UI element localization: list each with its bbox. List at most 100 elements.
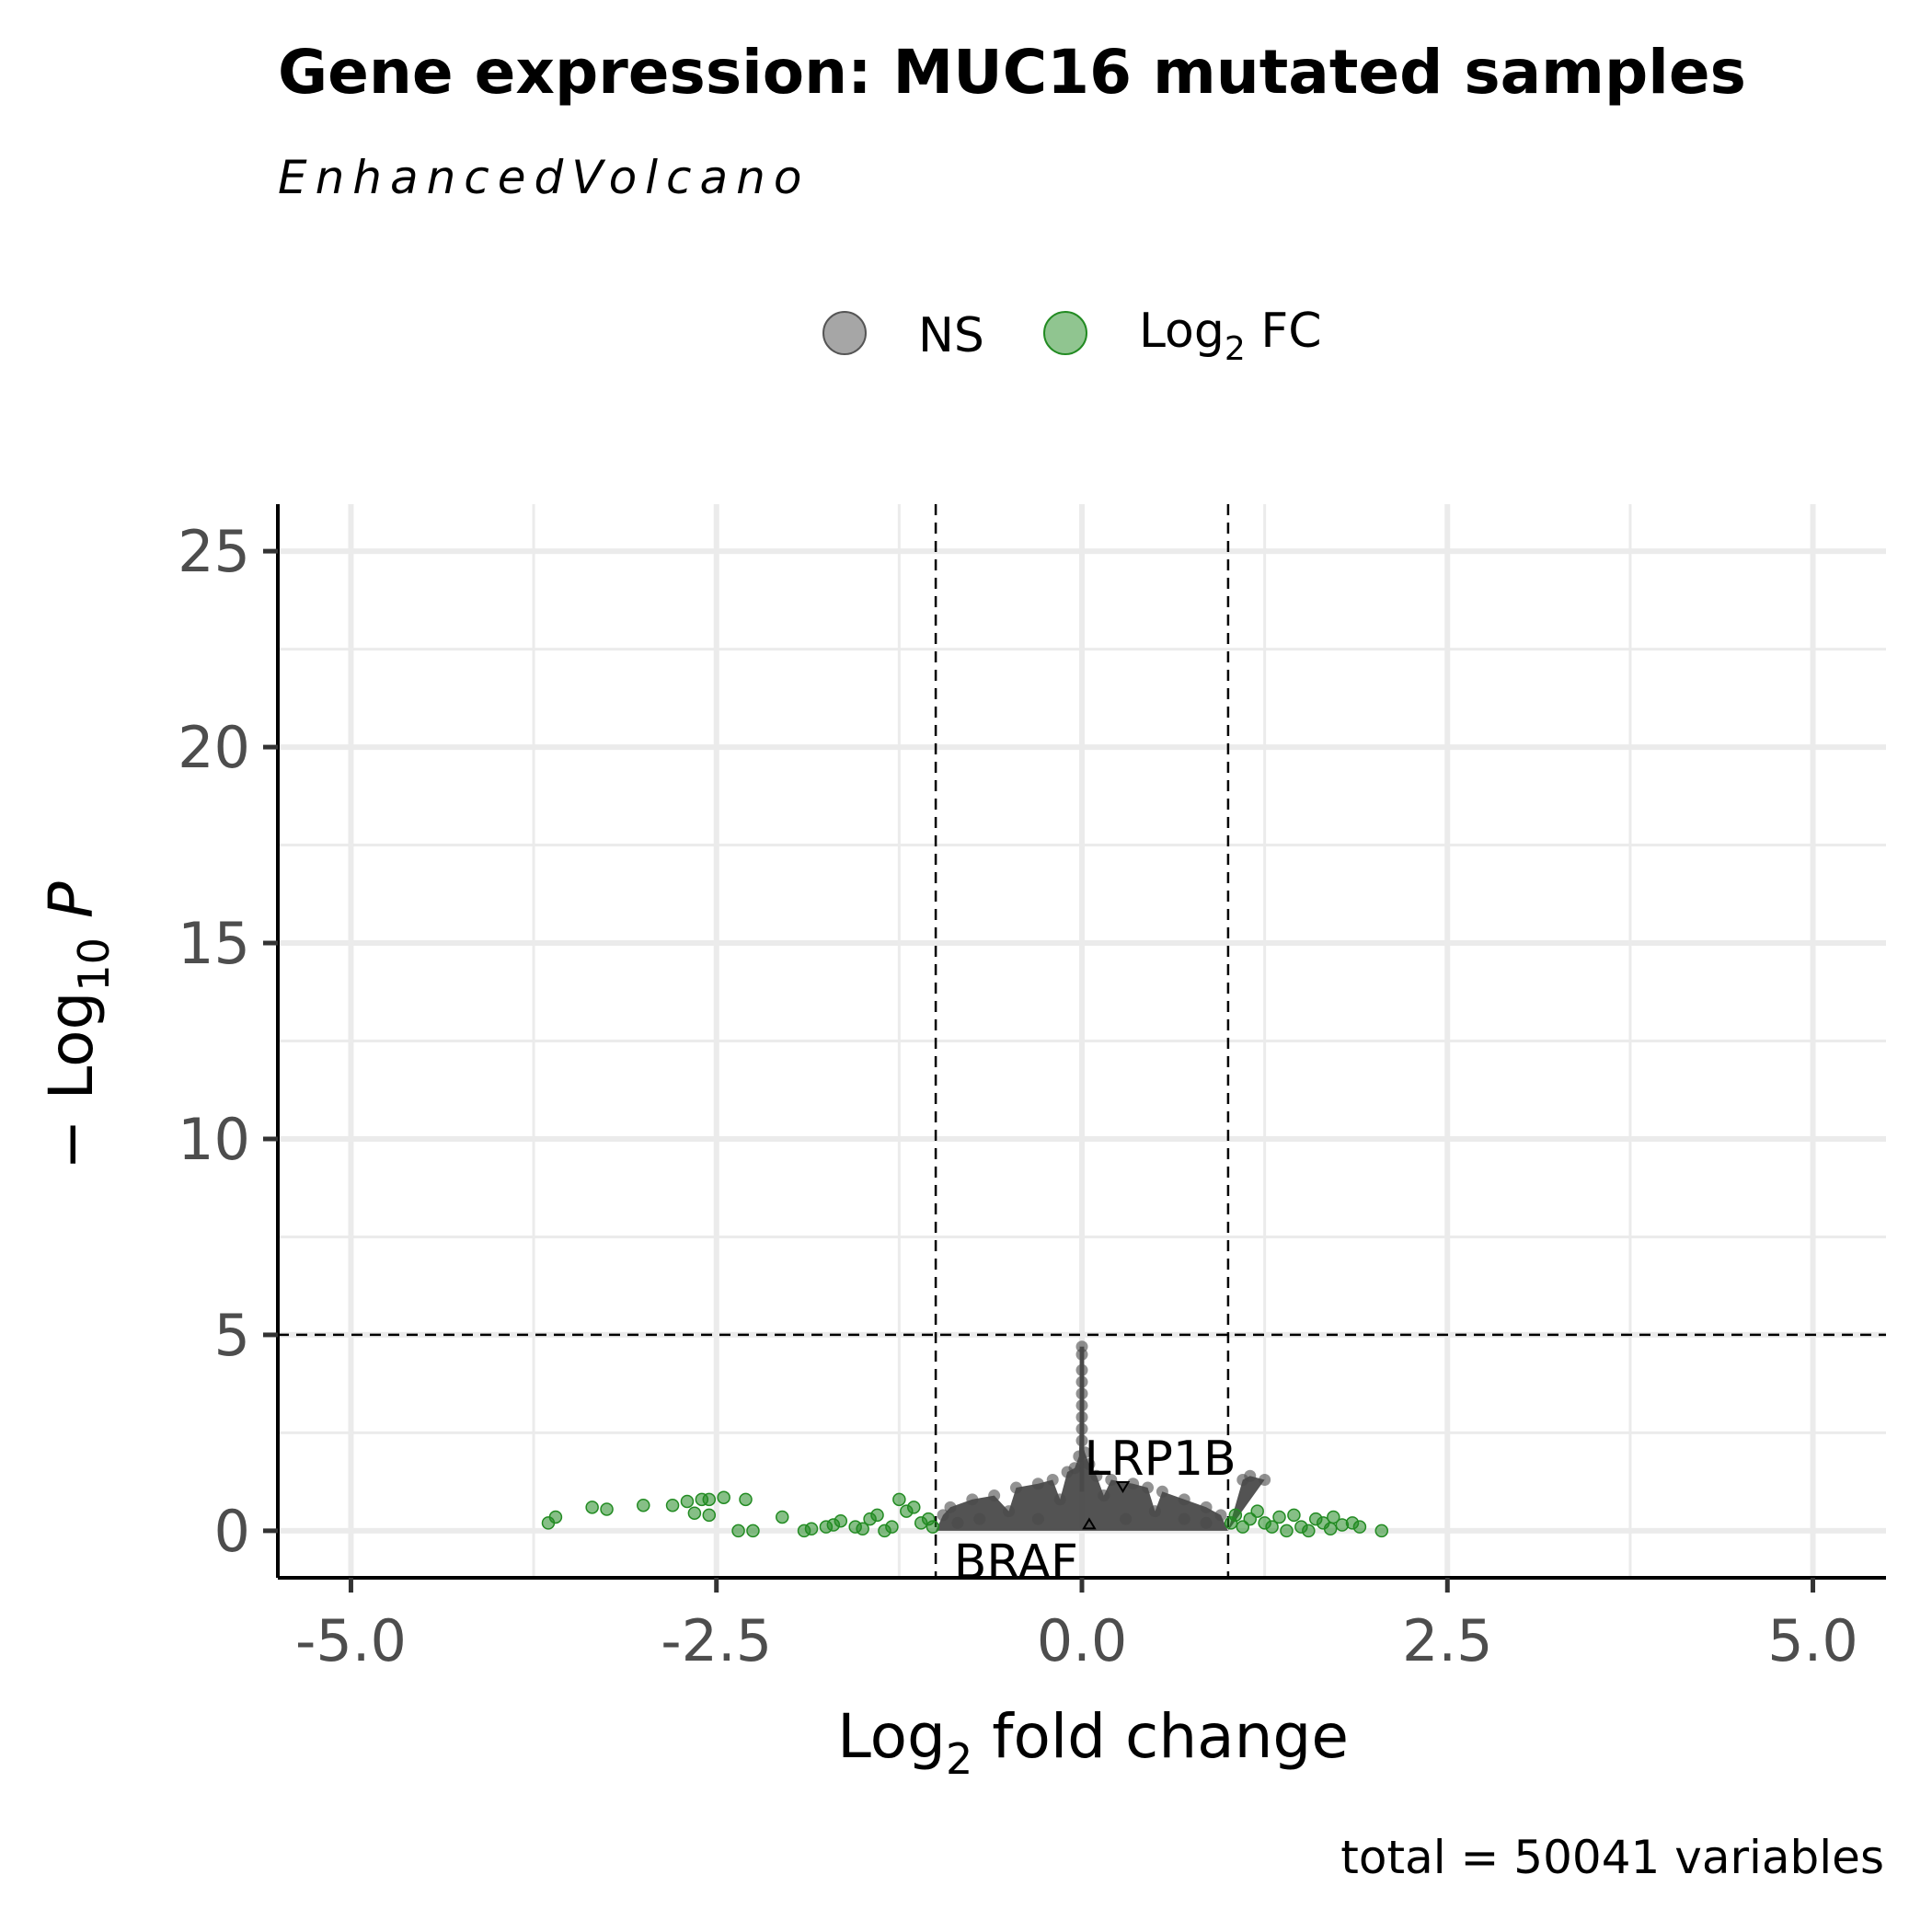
ns-point bbox=[1178, 1512, 1190, 1525]
ns-point bbox=[937, 1509, 949, 1522]
fc-point bbox=[834, 1513, 848, 1528]
fc-point bbox=[1228, 1508, 1243, 1523]
grid bbox=[278, 504, 1886, 1578]
axes: -5.0 -2.5 0.0 2.5 5.0 0 5 10 15 20 25 bbox=[178, 504, 1886, 1674]
chart-subtitle: EnhancedVolcano bbox=[278, 151, 810, 204]
fc-point bbox=[665, 1498, 680, 1512]
chart-title: Gene expression: MUC16 mutated samples bbox=[278, 37, 1746, 108]
fc-point bbox=[680, 1494, 695, 1509]
ns-point bbox=[1075, 1434, 1088, 1447]
ns-point bbox=[1003, 1505, 1016, 1518]
y-tick-label: 0 bbox=[214, 1498, 250, 1565]
fc-point bbox=[1287, 1508, 1301, 1523]
y-tick-label: 5 bbox=[214, 1302, 250, 1369]
ns-point bbox=[1148, 1505, 1161, 1518]
fc-point bbox=[1272, 1510, 1286, 1524]
ns-point bbox=[973, 1512, 986, 1525]
x-tick-label: 5.0 bbox=[1767, 1607, 1858, 1674]
fc-point bbox=[637, 1498, 650, 1512]
fc-point bbox=[1250, 1504, 1264, 1518]
fc-point bbox=[1374, 1524, 1389, 1538]
fc-point bbox=[585, 1501, 599, 1514]
braf-marker bbox=[1082, 1517, 1097, 1530]
legend-ns-marker bbox=[822, 311, 867, 355]
x-axis-title: Log2 fold change bbox=[837, 1701, 1349, 1784]
legend: NS Log2 FC bbox=[822, 304, 1322, 368]
y-axis-title: − Log10 P bbox=[36, 881, 119, 1170]
fc-point bbox=[717, 1490, 730, 1504]
fc-point bbox=[775, 1510, 789, 1524]
fc-point bbox=[926, 1520, 940, 1534]
ns-point bbox=[1061, 1466, 1074, 1478]
legend-fc-label: Log2 FC bbox=[1139, 304, 1322, 368]
ns-point bbox=[1075, 1375, 1088, 1388]
fc-point bbox=[548, 1510, 563, 1524]
ns-point bbox=[1075, 1410, 1088, 1423]
fc-point bbox=[892, 1492, 906, 1507]
fc-point bbox=[870, 1508, 884, 1523]
x-tick-label: -5.0 bbox=[295, 1607, 407, 1674]
fc-point bbox=[1265, 1520, 1279, 1534]
ns-point bbox=[1259, 1474, 1271, 1487]
ns-point bbox=[1105, 1474, 1118, 1487]
ns-point bbox=[988, 1489, 1001, 1502]
y-tick-label: 10 bbox=[178, 1106, 250, 1173]
fc-point bbox=[1302, 1524, 1316, 1538]
ns-point bbox=[1178, 1493, 1190, 1506]
ns-point bbox=[1009, 1481, 1022, 1494]
fc-point bbox=[885, 1520, 899, 1534]
ns-point bbox=[1075, 1399, 1088, 1412]
x-tick-label: 2.5 bbox=[1402, 1607, 1493, 1674]
ns-point bbox=[1200, 1516, 1213, 1529]
x-tick-label: 0.0 bbox=[1037, 1607, 1128, 1674]
fc-point bbox=[600, 1502, 614, 1516]
ns-point bbox=[1046, 1474, 1059, 1487]
chart-caption: total = 50041 variables bbox=[1340, 1831, 1884, 1884]
ns-point bbox=[1200, 1501, 1213, 1513]
x-tick-label: -2.5 bbox=[661, 1607, 772, 1674]
fc-point bbox=[702, 1508, 717, 1523]
cutoff-lines bbox=[278, 504, 1886, 1578]
label-lrp1b: LRP1B bbox=[1084, 1432, 1236, 1487]
ns-point bbox=[1156, 1485, 1168, 1498]
ns-point bbox=[1031, 1512, 1044, 1525]
fc-point bbox=[702, 1492, 717, 1507]
fc-point bbox=[1327, 1510, 1340, 1524]
label-braf: BRAF bbox=[954, 1535, 1078, 1590]
ns-point bbox=[1098, 1489, 1110, 1502]
ns-point bbox=[1142, 1481, 1155, 1494]
ns-point bbox=[1214, 1509, 1227, 1522]
ns-point bbox=[1090, 1469, 1103, 1482]
ns-point bbox=[1075, 1387, 1088, 1400]
fc-point bbox=[856, 1522, 869, 1536]
ns-point bbox=[1073, 1450, 1086, 1463]
fc-point bbox=[907, 1501, 921, 1514]
fc-point bbox=[804, 1522, 819, 1536]
ns-point bbox=[1075, 1422, 1088, 1435]
legend-ns-label: NS bbox=[918, 308, 984, 363]
y-tick-label: 25 bbox=[178, 518, 250, 585]
fc-point bbox=[731, 1524, 745, 1538]
y-tick-label: 15 bbox=[178, 910, 250, 977]
lrp1b-marker bbox=[1115, 1481, 1131, 1493]
ns-point bbox=[966, 1493, 979, 1506]
data-points bbox=[541, 1340, 1389, 1538]
fc-point bbox=[1352, 1520, 1367, 1534]
ns-point bbox=[951, 1516, 964, 1529]
ns-point bbox=[1083, 1457, 1096, 1470]
fc-point bbox=[687, 1506, 702, 1520]
fc-point bbox=[1280, 1524, 1294, 1538]
legend-fc-marker bbox=[1043, 311, 1087, 355]
ns-point bbox=[1075, 1363, 1088, 1376]
ns-point bbox=[1236, 1474, 1249, 1487]
ns-point bbox=[944, 1501, 957, 1513]
y-tick-label: 20 bbox=[178, 714, 250, 781]
fc-point bbox=[1323, 1522, 1338, 1536]
fc-point bbox=[746, 1524, 760, 1538]
ns-point bbox=[1031, 1478, 1044, 1490]
ns-point bbox=[1120, 1512, 1133, 1525]
ns-point bbox=[1053, 1493, 1066, 1506]
ns-point bbox=[1075, 1348, 1088, 1361]
